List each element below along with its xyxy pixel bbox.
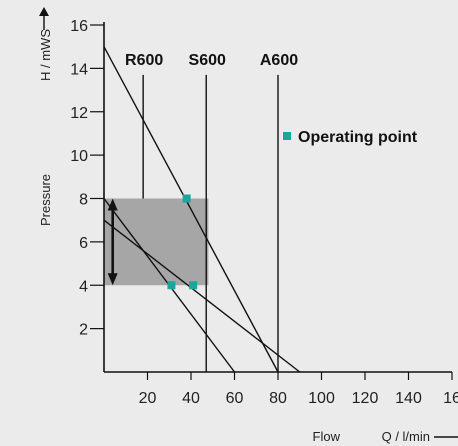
marks-layer	[107, 194, 198, 290]
y-tick-label: 2	[79, 322, 88, 339]
operating-region	[104, 198, 209, 286]
range-arrow-head-down	[107, 273, 118, 286]
pump-label-r600: R600	[125, 52, 163, 69]
operating-point	[182, 194, 191, 203]
legend-label: Operating point	[298, 129, 418, 146]
y-tick-label: 6	[79, 235, 88, 252]
y-axis-label: Pressure	[38, 174, 53, 226]
x-tick-label: 40	[182, 390, 200, 407]
axes-layer: 2 4 6 8 10 12 14 16 20 40 60 80 100 120 140 16	[70, 18, 458, 407]
pump-label-s600: S600	[189, 52, 226, 69]
x-tick-label: 60	[226, 390, 244, 407]
y-tick-label: 12	[70, 105, 88, 122]
y-tick-label: 10	[70, 148, 88, 165]
x-tick-label: 16	[443, 390, 458, 407]
characteristic-line-1	[103, 46, 279, 373]
legend-marker	[283, 132, 291, 140]
y-unit-arrowhead	[39, 7, 49, 16]
y-tick-label: 4	[79, 278, 88, 295]
x-tick-label: 120	[352, 390, 379, 407]
pump-label-a600: A600	[260, 52, 298, 69]
region-layer	[104, 198, 209, 286]
y-tick-label: 16	[70, 18, 88, 35]
operating-point	[189, 281, 198, 290]
x-tick-label: 140	[395, 390, 422, 407]
x-axis-unit: Q / l/min	[382, 429, 430, 444]
operating-point	[167, 281, 176, 290]
x-tick-label: 20	[139, 390, 157, 407]
x-tick-label: 80	[269, 390, 287, 407]
y-tick-label: 14	[70, 61, 88, 78]
y-axis-unit: H / mWS	[38, 29, 53, 81]
range-arrow-head-up	[107, 198, 118, 211]
x-axis-label: Flow	[313, 429, 341, 444]
characteristic-line-3	[103, 219, 301, 373]
x-tick-label: 100	[308, 390, 335, 407]
y-tick-label: 8	[79, 192, 88, 209]
